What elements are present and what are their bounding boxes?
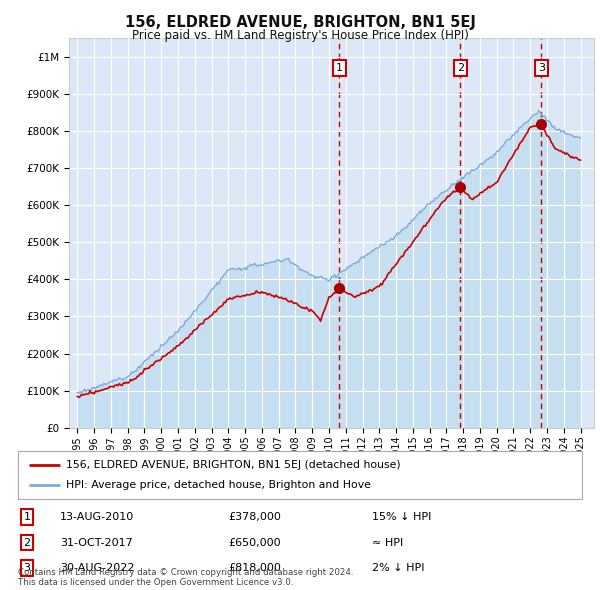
Text: Contains HM Land Registry data © Crown copyright and database right 2024.
This d: Contains HM Land Registry data © Crown c… <box>18 568 353 587</box>
Text: 1: 1 <box>336 63 343 73</box>
Text: 31-OCT-2017: 31-OCT-2017 <box>60 537 133 548</box>
Text: £650,000: £650,000 <box>228 537 281 548</box>
Text: 2: 2 <box>23 537 31 548</box>
Text: HPI: Average price, detached house, Brighton and Hove: HPI: Average price, detached house, Brig… <box>66 480 371 490</box>
Text: 2: 2 <box>457 63 464 73</box>
Text: 30-AUG-2022: 30-AUG-2022 <box>60 563 134 573</box>
Text: 156, ELDRED AVENUE, BRIGHTON, BN1 5EJ: 156, ELDRED AVENUE, BRIGHTON, BN1 5EJ <box>125 15 475 30</box>
Text: 15% ↓ HPI: 15% ↓ HPI <box>372 512 431 522</box>
Text: 3: 3 <box>23 563 31 573</box>
Text: £378,000: £378,000 <box>228 512 281 522</box>
Text: 1: 1 <box>23 512 31 522</box>
Text: ≈ HPI: ≈ HPI <box>372 537 403 548</box>
Text: £818,000: £818,000 <box>228 563 281 573</box>
Text: 13-AUG-2010: 13-AUG-2010 <box>60 512 134 522</box>
Text: Price paid vs. HM Land Registry's House Price Index (HPI): Price paid vs. HM Land Registry's House … <box>131 30 469 42</box>
Text: 2% ↓ HPI: 2% ↓ HPI <box>372 563 425 573</box>
Text: 156, ELDRED AVENUE, BRIGHTON, BN1 5EJ (detached house): 156, ELDRED AVENUE, BRIGHTON, BN1 5EJ (d… <box>66 460 401 470</box>
Text: 3: 3 <box>538 63 545 73</box>
